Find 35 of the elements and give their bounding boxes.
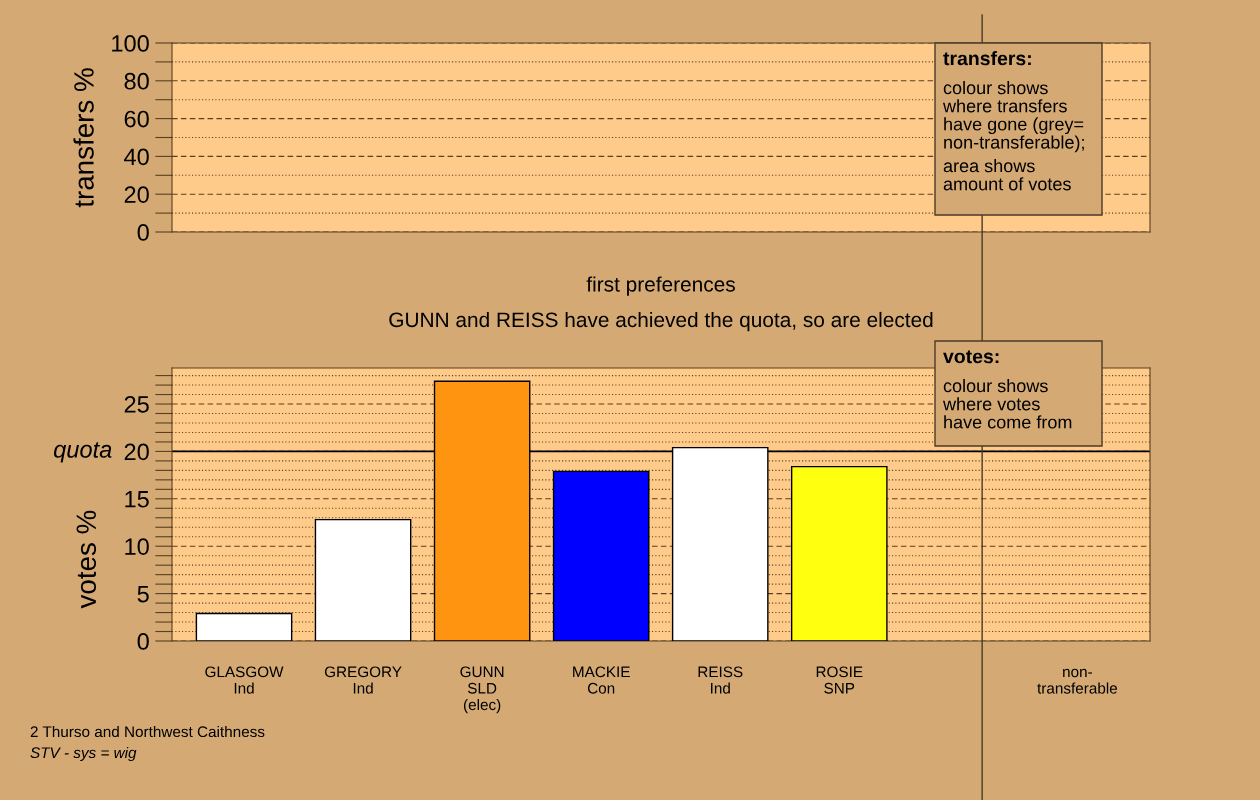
x-tick-label: GUNN SLD (elec) bbox=[460, 666, 504, 714]
bar bbox=[790, 465, 888, 641]
y-tick-label: 20 bbox=[124, 443, 149, 461]
annotation: transfers: bbox=[943, 51, 1031, 66]
text: 2 Thurso and Northwest Caithness bbox=[30, 725, 265, 738]
bar bbox=[552, 470, 650, 641]
y-tick-label: 60 bbox=[124, 110, 149, 128]
text: votes: bbox=[943, 350, 999, 364]
chart-subtitle: GUNN and REISS have achieved the quota, so are elected bbox=[389, 311, 933, 332]
x-tick-label: GLASGOW Ind bbox=[205, 666, 284, 694]
y-tick-label: 0 bbox=[137, 224, 149, 241]
y-tick-label: 10 bbox=[125, 538, 149, 555]
annotation: area shows amount of votes bbox=[943, 159, 1071, 191]
y-tick-label: 80 bbox=[124, 72, 149, 90]
annotation: colour shows where transfers have gone (grey= non-transferable); bbox=[942, 81, 1084, 153]
chart-title: first preferences bbox=[586, 276, 735, 296]
y-tick-label: 5 bbox=[137, 585, 149, 603]
y-tick-label: 0 bbox=[137, 633, 149, 650]
x-tick-label: GREGORY Ind bbox=[324, 666, 402, 694]
text: STV - sys = wig bbox=[30, 746, 137, 762]
bar bbox=[195, 612, 293, 641]
y-tick-label: 15 bbox=[125, 491, 149, 508]
x-tick-label: MACKIE Con bbox=[573, 666, 630, 694]
y-tick-label: 25 bbox=[124, 396, 149, 413]
ref-line-label: quota bbox=[54, 442, 112, 463]
y-axis-title: transfers % bbox=[73, 68, 94, 208]
y-axis-title: votes % bbox=[76, 510, 97, 609]
x-tick-label: ROSIE SNP bbox=[816, 666, 863, 694]
annotation: colour shows where votes have come from bbox=[942, 379, 1072, 429]
y-tick-label: 100 bbox=[112, 35, 149, 52]
y-tick-label: 40 bbox=[124, 148, 149, 166]
y-tick-label: 20 bbox=[124, 186, 149, 203]
x-tick-label: REISS Ind bbox=[698, 666, 743, 694]
x-tick-label: non- transferable bbox=[1037, 668, 1118, 694]
bar bbox=[314, 518, 412, 641]
